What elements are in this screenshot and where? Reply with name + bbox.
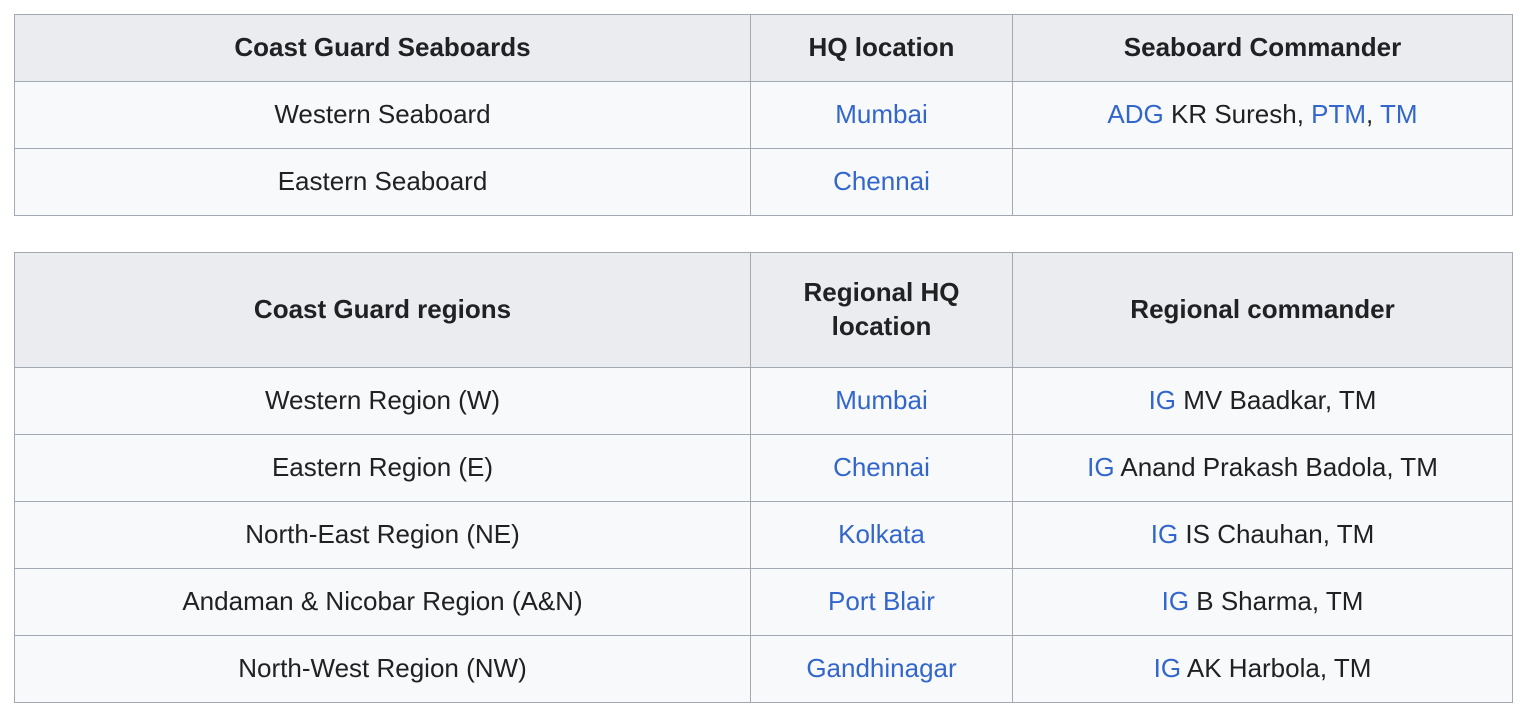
region-commander-cell: IG MV Baadkar, TM: [1012, 367, 1513, 435]
commander-award-tm-link[interactable]: TM: [1380, 99, 1418, 130]
hq-location-link[interactable]: Port Blair: [828, 586, 935, 617]
region-hq-cell: Mumbai: [750, 367, 1013, 435]
column-header-seaboard-commander: Seaboard Commander: [1012, 14, 1513, 82]
region-commander-cell: IG B Sharma, TM: [1012, 568, 1513, 636]
table-spacer: [14, 216, 1522, 252]
commander-rank-link[interactable]: IG: [1150, 519, 1179, 550]
commander-name-text: IS Chauhan, TM: [1178, 519, 1375, 550]
commander-rank-link[interactable]: IG: [1161, 586, 1190, 617]
region-commander-cell: IG AK Harbola, TM: [1012, 635, 1513, 703]
commander-name-text: AK Harbola, TM: [1181, 653, 1372, 684]
commander-name-text: KR Suresh,: [1163, 99, 1304, 130]
commander-award-separator: ,: [1366, 99, 1374, 130]
table-row: North-West Region (NW) Gandhinagar IG AK…: [14, 635, 1513, 703]
hq-location-link[interactable]: Chennai: [833, 452, 930, 483]
coast-guard-seaboards-table: Coast Guard Seaboards HQ location Seaboa…: [14, 14, 1513, 216]
hq-location-link[interactable]: Gandhinagar: [806, 653, 957, 684]
table-row: Eastern Region (E) Chennai IG Anand Prak…: [14, 434, 1513, 502]
hq-location-link[interactable]: Chennai: [833, 166, 930, 197]
column-header-regional-hq-location: Regional HQ location: [750, 252, 1013, 368]
hq-location-link[interactable]: Mumbai: [835, 99, 928, 130]
region-hq-cell: Gandhinagar: [750, 635, 1013, 703]
region-hq-cell: Kolkata: [750, 501, 1013, 569]
region-name-cell: Andaman & Nicobar Region (A&N): [14, 568, 751, 636]
seaboard-name-cell: Eastern Seaboard: [14, 148, 751, 216]
commander-award-ptm-link[interactable]: PTM: [1311, 99, 1367, 130]
header-line-1: Regional HQ: [803, 277, 960, 308]
commander-rank-link[interactable]: IG: [1148, 385, 1177, 416]
commander-name-text: B Sharma, TM: [1189, 586, 1364, 617]
coast-guard-regions-table: Coast Guard regions Regional HQ location …: [14, 252, 1513, 703]
region-name-cell: Western Region (W): [14, 367, 751, 435]
page-container: Coast Guard Seaboards HQ location Seaboa…: [14, 14, 1522, 703]
seaboard-name-cell: Western Seaboard: [14, 81, 751, 149]
region-commander-cell: IG Anand Prakash Badola, TM: [1012, 434, 1513, 502]
table-row: Western Seaboard Mumbai ADG KR Suresh, P…: [14, 81, 1513, 149]
region-name-cell: North-West Region (NW): [14, 635, 751, 703]
region-name-cell: Eastern Region (E): [14, 434, 751, 502]
seaboard-hq-cell: Chennai: [750, 148, 1013, 216]
table-row: Eastern Seaboard Chennai: [14, 148, 1513, 216]
table-row: North-East Region (NE) Kolkata IG IS Cha…: [14, 501, 1513, 569]
commander-rank-link[interactable]: ADG: [1107, 99, 1164, 130]
column-header-regions: Coast Guard regions: [14, 252, 751, 368]
column-header-hq-location: HQ location: [750, 14, 1013, 82]
seaboard-commander-cell: ADG KR Suresh, PTM, TM: [1012, 81, 1513, 149]
commander-rank-link[interactable]: IG: [1153, 653, 1182, 684]
region-name-cell: North-East Region (NE): [14, 501, 751, 569]
table-header-row: Coast Guard Seaboards HQ location Seaboa…: [14, 14, 1513, 82]
hq-location-link[interactable]: Kolkata: [838, 519, 925, 550]
region-hq-cell: Port Blair: [750, 568, 1013, 636]
commander-name-text: Anand Prakash Badola, TM: [1114, 452, 1438, 483]
header-line-2: location: [831, 311, 932, 341]
column-header-seaboards: Coast Guard Seaboards: [14, 14, 751, 82]
hq-location-link[interactable]: Mumbai: [835, 385, 928, 416]
seaboard-hq-cell: Mumbai: [750, 81, 1013, 149]
region-hq-cell: Chennai: [750, 434, 1013, 502]
table-header-row: Coast Guard regions Regional HQ location …: [14, 252, 1513, 368]
table-row: Andaman & Nicobar Region (A&N) Port Blai…: [14, 568, 1513, 636]
commander-rank-link[interactable]: IG: [1087, 452, 1115, 483]
column-header-regional-commander: Regional commander: [1012, 252, 1513, 368]
seaboard-commander-cell: [1012, 148, 1513, 216]
commander-name-text: MV Baadkar, TM: [1176, 385, 1377, 416]
region-commander-cell: IG IS Chauhan, TM: [1012, 501, 1513, 569]
table-row: Western Region (W) Mumbai IG MV Baadkar,…: [14, 367, 1513, 435]
